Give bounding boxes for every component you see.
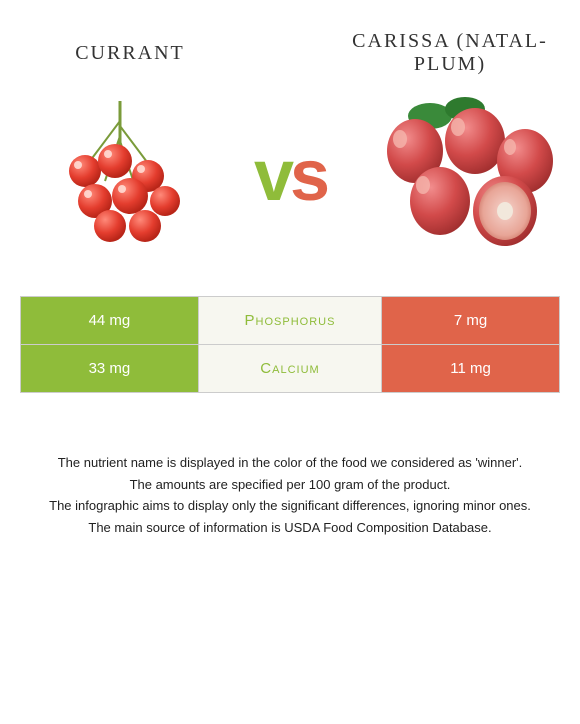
footer-line-1: The nutrient name is displayed in the co… [30,453,550,473]
food-right-title: Carissa (natal-plum) [340,30,560,76]
footer-line-2: The amounts are specified per 100 gram o… [30,475,550,495]
nutrient-right-value: 11 mg [382,345,560,393]
nutrient-right-value: 7 mg [382,297,560,345]
nutrient-row: 33 mgCalcium11 mg [21,345,560,393]
nutrient-row: 44 mgPhosphorus7 mg [21,297,560,345]
nutrient-name: Phosphorus [198,297,381,345]
images-row: vs [20,96,560,256]
food-left-image [20,96,220,256]
footer-line-4: The main source of information is USDA F… [30,518,550,538]
footer-text: The nutrient name is displayed in the co… [20,453,560,537]
vs-label: vs [254,135,326,217]
food-right-image [360,96,560,256]
vs-v: v [254,136,290,216]
footer-line-3: The infographic aims to display only the… [30,496,550,516]
titles-row: Currant Carissa (natal-plum) [20,30,560,76]
nutrient-table: 44 mgPhosphorus7 mg33 mgCalcium11 mg [20,296,560,393]
nutrient-left-value: 33 mg [21,345,199,393]
nutrient-left-value: 44 mg [21,297,199,345]
vs-s: s [290,136,326,216]
comparison-infographic: Currant Carissa (natal-plum) [0,0,580,559]
food-left-title: Currant [20,42,240,65]
nutrient-name: Calcium [198,345,381,393]
